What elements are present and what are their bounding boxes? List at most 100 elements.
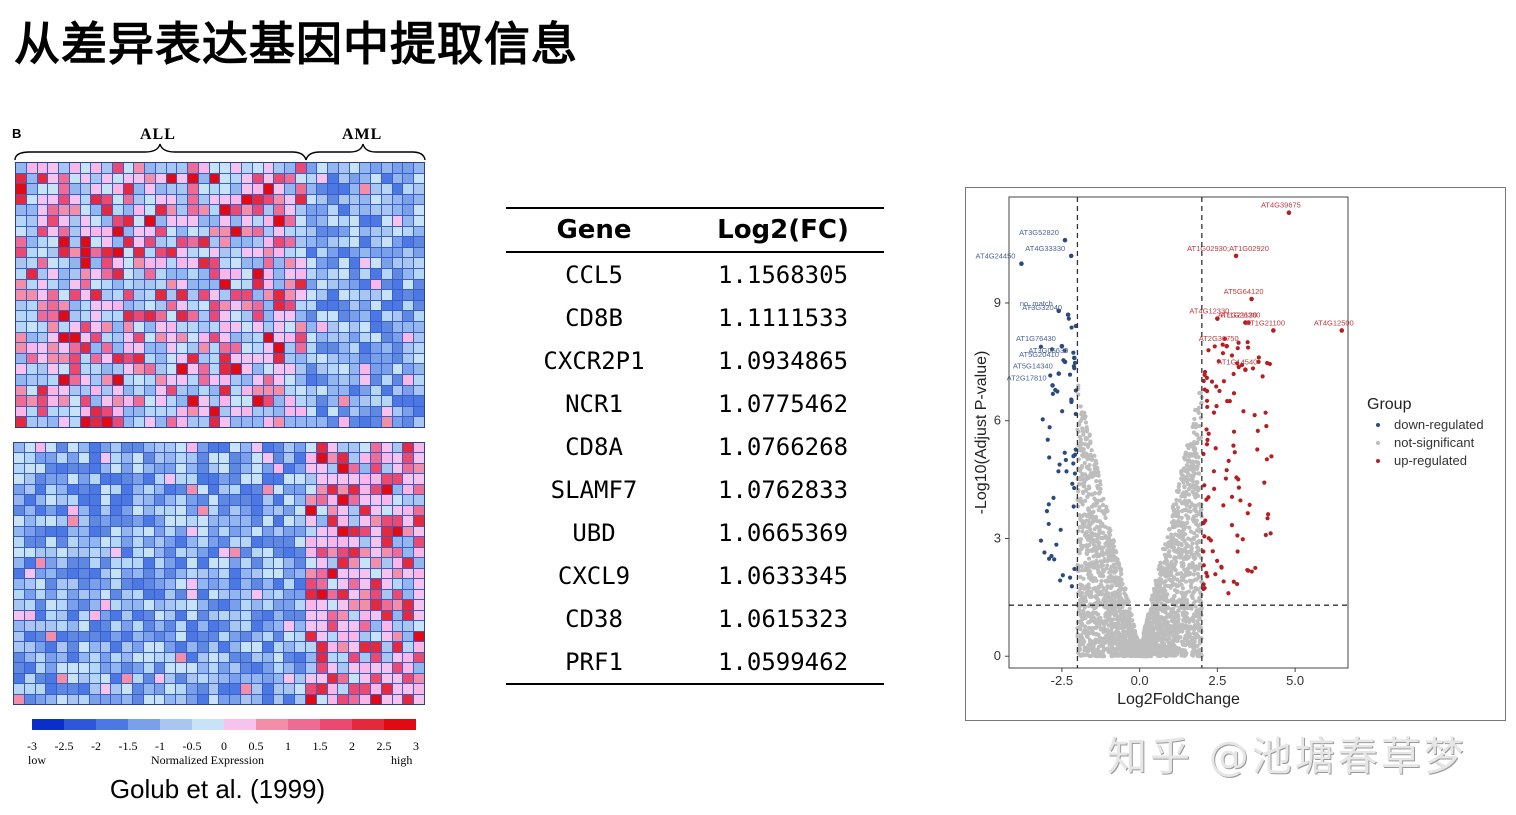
gene-cell: CXCL9 (557, 561, 631, 590)
citation: Golub et al. (1999) (109, 774, 326, 804)
legend-entry: down-regulated (1394, 417, 1484, 432)
gene-cell: PRF1 (506, 640, 682, 685)
colorbar-tick: 2 (349, 739, 355, 753)
x-tick-label: 5.0 (1286, 673, 1304, 688)
legend-marker-icon (1376, 423, 1380, 427)
point-label: AT5G14340 (1013, 362, 1053, 371)
log2fc-cell: 1.0766268 (717, 432, 849, 461)
group-label-all: ALL (140, 126, 176, 143)
colorbar-tick: -2 (91, 739, 101, 753)
volcano-plot: AT4G39675 AT1G02930;AT1G02920 AT5G64120 AT1… (965, 187, 1506, 721)
colorbar-tick: 3 (413, 739, 419, 753)
point-label: AT1G26380 (1221, 311, 1261, 320)
table-row: CCL5 1.1568305 (506, 252, 884, 296)
gene-cell: CD38 (565, 604, 623, 633)
point-label: AT5G20410 (1019, 350, 1059, 359)
y-tick-label: 3 (994, 530, 1001, 545)
colorbar-tick: -1.5 (118, 739, 138, 753)
group-brace-icon (14, 143, 426, 161)
log2fc-cell: 1.0934865 (717, 346, 849, 375)
volcano-chart: AT4G39675 AT1G02930;AT1G02920 AT5G64120 AT1… (973, 196, 1484, 708)
slide-title: 从差异表达基因中提取信息 (14, 17, 578, 71)
point-label: AT2G30750 (1199, 334, 1239, 343)
table-row: CD8B 1.1111533 (506, 296, 884, 339)
y-axis-label: -Log10(Adjust P-value) (973, 351, 990, 515)
colorbar-high-label: high (391, 753, 413, 767)
log2fc-cell: 1.1568305 (717, 260, 849, 289)
log2fc-cell: 1.0665369 (717, 518, 849, 547)
colorbar-tick: 0 (221, 739, 227, 753)
colorbar-tick: 0.5 (248, 739, 264, 753)
colorbar-tick: -0.5 (182, 739, 202, 753)
table-row: CD8A 1.0766268 (506, 425, 884, 468)
log2fc-cell: 1.0633345 (717, 561, 849, 590)
colorbar-tick: 1 (285, 739, 291, 753)
point-label: AT4G33330 (1025, 244, 1065, 253)
point-label: AT4G24450 (976, 252, 1016, 261)
table-row: PRF1 1.0599462 (506, 640, 884, 685)
colorbar-tick: 2.5 (376, 739, 392, 753)
point-label: AT1G14540 (1217, 358, 1257, 367)
table-row: SLAMF7 1.0762833 (506, 468, 884, 511)
heatmap-bottom-block (13, 442, 425, 705)
point-label: AT1G02930;AT1G02920 (1187, 244, 1269, 253)
header-log2fc: Log2(FC) (682, 207, 884, 253)
point-label: AT2G17810 (1007, 373, 1047, 382)
colorbar-tick: -3 (27, 739, 37, 753)
log2fc-cell: 1.1111533 (717, 303, 849, 332)
labeled-points: AT4G39675 AT1G02930;AT1G02920 AT5G64120 AT1… (976, 201, 1354, 388)
down-regulated-points (1038, 316, 1078, 589)
gene-cell: UBD (572, 518, 616, 547)
gene-cell: CCL5 (565, 260, 623, 289)
log2fc-cell: 1.0599462 (682, 640, 884, 685)
legend-entry: up-regulated (1394, 453, 1467, 468)
gene-cell: NCR1 (565, 389, 623, 418)
table-row: CXCR2P1 1.0934865 (506, 339, 884, 382)
group-label-aml: AML (342, 126, 383, 143)
plot-area (1008, 196, 1349, 669)
point-label: AT4G12330 (1189, 307, 1229, 316)
colorbar (32, 719, 416, 730)
point-label: AT3G52820 (1019, 228, 1059, 237)
gene-cell: CD8A (565, 432, 623, 461)
colorbar-tick: -1 (155, 739, 165, 753)
legend-marker-icon (1376, 459, 1380, 463)
table-row: CXCL9 1.0633345 (506, 554, 884, 597)
colorbar-title: Normalized Expression (151, 753, 264, 767)
point-label: AT4G12500 (1314, 318, 1354, 327)
table-header-row: Gene Log2(FC) (506, 207, 884, 253)
x-tick-label: -2.5 (1051, 673, 1073, 688)
log2fc-cell: 1.0762833 (717, 475, 849, 504)
point-label: AT5G64120 (1224, 287, 1264, 296)
y-tick-label: 6 (994, 413, 1001, 428)
log2fc-cell: 1.0775462 (717, 389, 849, 418)
legend-marker-icon (1376, 441, 1380, 445)
heatmap-top-block (15, 162, 425, 428)
x-tick-label: 0.0 (1131, 673, 1149, 688)
legend: Group down-regulated not-significant up-reg… (1367, 396, 1484, 468)
y-tick-label: 9 (994, 295, 1001, 310)
colorbar-ticks: -3 -2.5 -2 -1.5 -1 -0.5 0 0.5 1 1.5 2 2.5 3 (24, 739, 426, 753)
log2fc-cell: 1.0615323 (717, 604, 849, 633)
point-label: AT3G32040 (1022, 303, 1062, 312)
heatmap-figure: B ALL AML -3 -2.5 -2 -1.5 -1 -0.5 0 0.5 1 1.5 2 2.5… (10, 122, 440, 812)
y-tick-label: 0 (994, 648, 1001, 663)
panel-label: B (12, 126, 22, 141)
watermark: 知乎 @池塘春草梦 (1107, 734, 1467, 780)
gene-table: Gene Log2(FC) CCL5 1.1568305 CD8B 1.1111533… (506, 207, 884, 685)
point-label: AT1G76430 (1016, 334, 1056, 343)
header-gene: Gene (506, 207, 682, 253)
table-row: CD38 1.0615323 (506, 597, 884, 640)
table-row: NCR1 1.0775462 (506, 382, 884, 425)
legend-entry: not-significant (1394, 435, 1475, 450)
gene-cell: CD8B (565, 303, 623, 332)
point-label: AT3G05630 (1028, 346, 1068, 355)
gene-cell: SLAMF7 (550, 475, 638, 504)
legend-title: Group (1367, 396, 1412, 413)
gene-cell: CXCR2P1 (543, 346, 645, 375)
point-label: AT1G21120 (1218, 311, 1257, 320)
point-label: AT4G39675 (1261, 201, 1301, 210)
colorbar-tick: -2.5 (54, 739, 74, 753)
x-axis-label: Log2FoldChange (1117, 691, 1240, 708)
colorbar-low-label: low (28, 753, 46, 767)
